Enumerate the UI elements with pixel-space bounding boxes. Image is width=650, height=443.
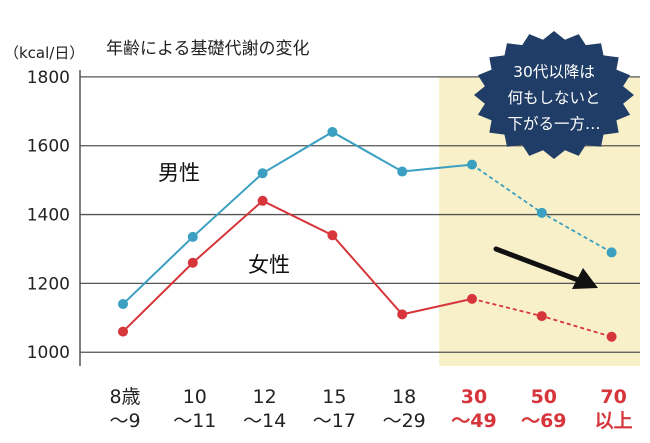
y-tick-label: 1800 [27, 68, 70, 88]
x-tick-label-range: ～17 [313, 410, 356, 432]
y-tick-label: 1400 [27, 206, 70, 226]
data-point-female [327, 230, 338, 241]
data-point-female [606, 331, 617, 342]
x-tick-label-range: ～11 [173, 410, 216, 432]
x-tick-label: 10 [183, 386, 207, 408]
y-tick-label: 1600 [27, 137, 70, 157]
x-tick-label-range: ～14 [243, 410, 286, 432]
data-point-male [257, 168, 268, 179]
data-point-female [397, 309, 408, 320]
x-tick-label-range: ～69 [521, 410, 566, 432]
x-tick-label: 15 [322, 386, 346, 408]
data-point-female [257, 195, 268, 206]
data-point-male [118, 299, 128, 310]
x-tick-label: 30 [461, 386, 487, 408]
data-point-male [397, 166, 408, 177]
data-point-male [606, 247, 617, 258]
annotation-line-2: 何もしないと [507, 89, 600, 107]
y-tick-label: 1000 [27, 343, 70, 363]
data-point-female [187, 257, 198, 268]
x-tick-label: 12 [253, 386, 277, 408]
x-tick-label-range: ～9 [109, 410, 140, 432]
data-point-female [467, 293, 477, 304]
series-label-female: 女性 [248, 253, 290, 277]
annotation-badge: 30代以降は 何もしないと 下がる一方… [474, 31, 634, 159]
data-point-male [327, 126, 338, 137]
y-tick-label: 1200 [27, 274, 70, 294]
series-line-female [122, 199, 473, 333]
annotation-line-1: 30代以降は [513, 63, 595, 81]
series-lines [122, 130, 613, 338]
chart-title: 年齢による基礎代謝の変化 [106, 39, 310, 59]
y-tick-labels: 1000 1200 1400 1600 1800 [27, 68, 70, 363]
data-point-male [187, 231, 198, 242]
x-tick-label: 50 [531, 386, 557, 408]
data-point-male [536, 207, 547, 218]
data-point-male [467, 159, 477, 170]
x-tick-label: 70 [600, 386, 626, 408]
data-point-female [118, 326, 128, 337]
x-tick-label-range: ～49 [451, 410, 496, 432]
data-point-female [536, 311, 547, 322]
series-label-male: 男性 [158, 161, 200, 185]
annotation-line-3: 下がる一方… [507, 115, 600, 133]
grid-lines [80, 76, 640, 353]
x-tick-label: 18 [392, 386, 416, 408]
series-points [118, 126, 617, 342]
x-tick-label-range: ～29 [383, 410, 426, 432]
x-tick-label: 8歳 [109, 386, 140, 408]
x-tick-label-range: 以上 [595, 410, 633, 432]
series-line-male [122, 130, 473, 305]
trend-arrow [493, 246, 598, 289]
y-unit-label: （kcal/日） [4, 44, 84, 62]
